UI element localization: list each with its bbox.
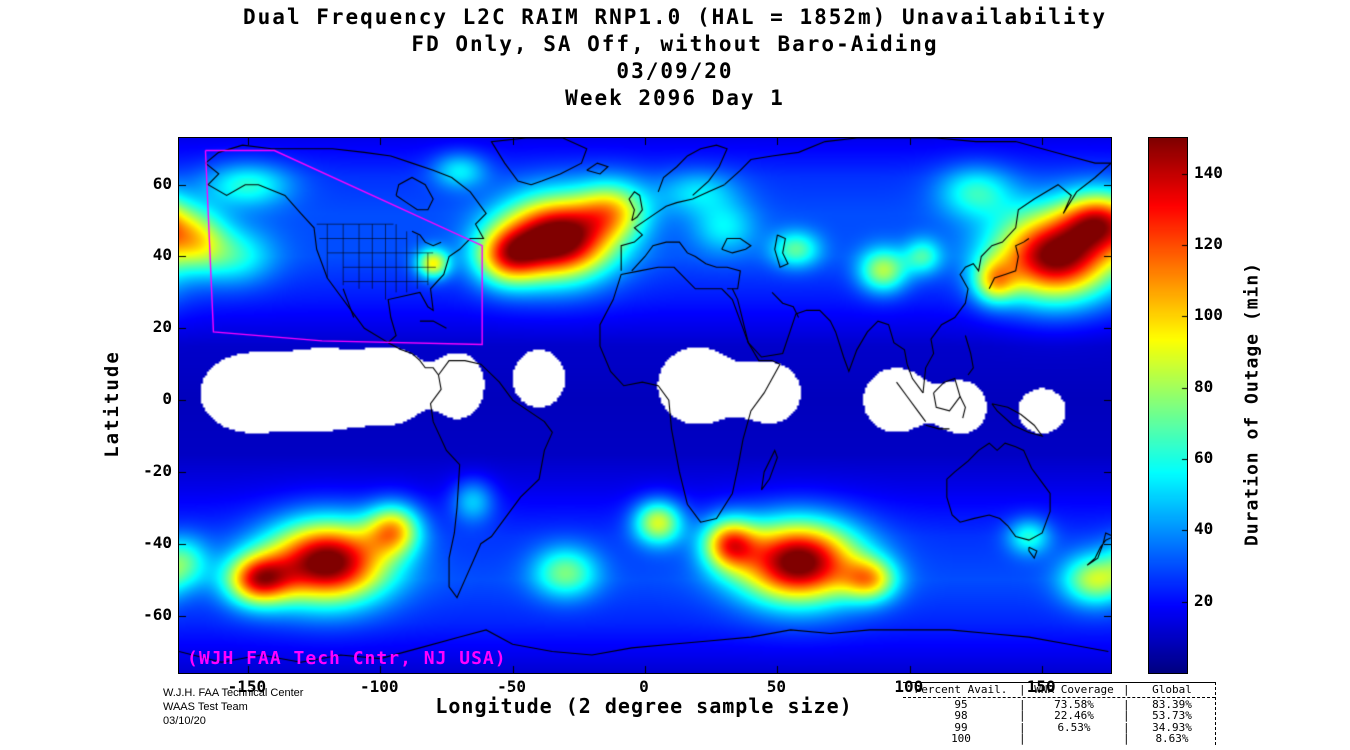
- colorbar: [1148, 137, 1188, 674]
- colorbar-title: Duration of Outage (min): [1241, 261, 1263, 547]
- availability-table-row: 99 | 6.53% | 34.93%: [903, 720, 1215, 734]
- plot-area: (WJH FAA Tech Cntr, NJ USA): [178, 137, 1112, 674]
- availability-cell: 83.39%: [1152, 697, 1192, 711]
- colorbar-tick-label: 40: [1194, 519, 1214, 539]
- availability-header-cell: WNR Coverage: [1034, 683, 1114, 696]
- chart-title-line-3: 03/09/20: [616, 59, 734, 83]
- colorbar-gradient-canvas: [1149, 138, 1187, 673]
- colorbar-tick-label: 120: [1194, 234, 1223, 253]
- availability-header-cell: Percent Avail.: [914, 683, 1008, 696]
- chart-title-line-4: Week 2096 Day 1: [565, 86, 785, 110]
- watermark-label: (WJH FAA Tech Cntr, NJ USA): [187, 648, 507, 669]
- y-tick-label: 20: [152, 317, 172, 337]
- availability-cell: 95: [954, 697, 968, 711]
- availability-cell: 73.58%: [1054, 697, 1094, 711]
- availability-table: Percent Avail. | WNR Coverage | Global 95 | 73.…: [903, 682, 1216, 745]
- availability-cell: 34.93%: [1152, 720, 1192, 734]
- x-tick-label: -50: [497, 677, 527, 696]
- column-separator: |: [1123, 683, 1130, 696]
- availability-cell: 6.53%: [1057, 720, 1091, 734]
- y-tick-label: -20: [143, 460, 172, 480]
- x-tick-label: -100: [359, 677, 399, 696]
- availability-cell: 8.63%: [1155, 732, 1189, 745]
- availability-cell: 100: [951, 732, 971, 745]
- footer-block: W.J.H. FAA Technical Center WAAS Test Te…: [163, 686, 303, 728]
- y-tick-label: 0: [162, 389, 172, 409]
- availability-table-row: 95 | 73.58% | 83.39%: [903, 697, 1215, 711]
- colorbar-tick-label: 60: [1194, 448, 1214, 467]
- x-tick-label: 50: [766, 677, 786, 696]
- x-tick-label: 150: [1026, 677, 1056, 696]
- y-tick-label: 60: [152, 173, 172, 193]
- footer-line-3: 03/10/20: [163, 715, 206, 727]
- colorbar-tick-label: 140: [1194, 162, 1223, 182]
- availability-header-cell: Global: [1152, 683, 1192, 696]
- availability-table-row: 98 | 22.46% | 53.73%: [903, 710, 1215, 722]
- column-separator: |: [1123, 720, 1130, 734]
- colorbar-tick-label: 80: [1194, 376, 1214, 396]
- chart-title-line-1: Dual Frequency L2C RAIM RNP1.0 (HAL = 18…: [243, 5, 1107, 29]
- y-tick-label: -60: [143, 604, 172, 624]
- y-tick-label: -40: [143, 532, 172, 552]
- column-separator: |: [1019, 720, 1026, 734]
- y-tick-label: 40: [152, 245, 172, 265]
- colorbar-tick-label: 100: [1194, 305, 1223, 325]
- map-overlay-canvas: [179, 138, 1111, 673]
- column-separator: |: [1123, 709, 1130, 722]
- colorbar-tick-label: 20: [1194, 590, 1214, 610]
- column-separator: |: [1019, 732, 1026, 745]
- chart-title-line-2: FD Only, SA Off, without Baro-Aiding: [411, 32, 939, 56]
- x-tick-label: 100: [894, 677, 924, 696]
- availability-cell: 22.46%: [1054, 709, 1094, 722]
- column-separator: |: [1123, 697, 1130, 711]
- footer-line-2: WAAS Test Team: [163, 701, 248, 713]
- x-axis-label: Longitude (2 degree sample size): [435, 694, 853, 718]
- availability-table-header: Percent Avail. | WNR Coverage | Global: [903, 684, 1215, 698]
- availability-cell: 53.73%: [1152, 709, 1192, 722]
- column-separator: |: [1123, 732, 1130, 745]
- availability-cell: 98: [954, 709, 968, 722]
- chart-title-block: Dual Frequency L2C RAIM RNP1.0 (HAL = 18…: [35, 4, 1315, 112]
- column-separator: |: [1019, 683, 1026, 696]
- availability-table-row: 100 | | 8.63%: [903, 733, 1215, 745]
- x-tick-label: 0: [639, 677, 649, 696]
- column-separator: |: [1019, 697, 1026, 711]
- footer-line-1: W.J.H. FAA Technical Center: [163, 687, 304, 699]
- x-tick-label: -150: [227, 677, 267, 696]
- column-separator: |: [1019, 709, 1026, 722]
- availability-cell: 99: [954, 720, 968, 734]
